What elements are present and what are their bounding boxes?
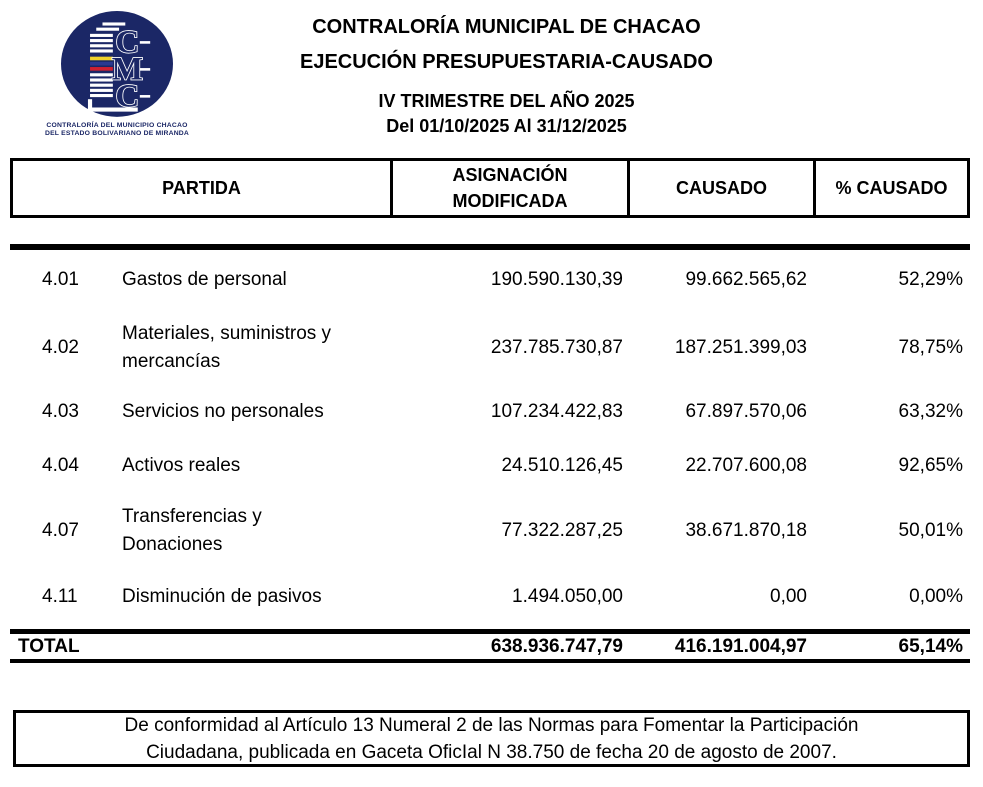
partida-code: 4.02	[42, 336, 79, 358]
asignacion-value: 77.322.287,25	[501, 519, 623, 541]
partida-code: 4.01	[42, 269, 79, 290]
pct-causado-value: 50,01%	[898, 519, 963, 541]
pct-causado-value: 63,32%	[898, 400, 963, 422]
logo-caption-line2: DEL ESTADO BOLIVARIANO DE MIRANDA	[44, 130, 190, 137]
total-label: TOTAL	[18, 635, 80, 657]
divider-below-header	[10, 244, 970, 250]
causado-value: 22.707.600,08	[685, 454, 807, 476]
legal-note-line1: De conformidad al Artículo 13 Numeral 2 …	[124, 714, 859, 736]
causado-value: 67.897.570,06	[685, 400, 807, 422]
partida-code: 4.11	[42, 585, 78, 607]
pct-causado-value: 92,65%	[898, 454, 963, 476]
causado-value: 38.671.870,18	[685, 519, 807, 541]
partida-name: Disminución de pasivos	[122, 585, 322, 607]
total-causado: 416.191.004,97	[674, 635, 807, 657]
asignacion-value: 190.590.130,39	[490, 269, 623, 290]
logo-letter-c2: C	[115, 77, 139, 114]
table-row: 4.07 Transferencias y Donaciones 77.322.…	[10, 493, 970, 568]
cmc-seal-icon: C M C	[61, 11, 173, 117]
logo-caption-line1: CONTRALORÍA DEL MUNICIPIO CHACAO	[46, 122, 188, 129]
causado-value: 187.251.399,03	[674, 336, 807, 358]
pct-causado-value: 78,75%	[898, 336, 963, 358]
table-row: 4.01 Gastos de personal 190.590.130,39 9…	[10, 250, 970, 310]
asignacion-value: 107.234.422,83	[490, 400, 623, 422]
column-header-pct-causado: % CAUSADO	[813, 161, 967, 215]
asignacion-value: 1.494.050,00	[512, 585, 623, 607]
table-row: 4.04 Activos reales 24.510.126,45 22.707…	[10, 438, 970, 493]
partida-name: Activos reales	[122, 454, 241, 476]
partida-name: Transferencias y Donaciones	[122, 505, 262, 555]
partida-name: Materiales, suministros y mercancías	[122, 322, 332, 372]
divider-below-total	[10, 659, 970, 663]
logo-letter-m: M	[112, 50, 143, 87]
partida-name: Gastos de personal	[122, 269, 287, 290]
logo-letter-c1: C	[115, 24, 139, 61]
table-header: PARTIDA ASIGNACIÓN MODIFICADA CAUSADO % …	[10, 158, 970, 218]
report-period: IV TRIMESTRE DEL AÑO 2025	[378, 91, 635, 111]
divider-above-total	[10, 629, 970, 634]
organization-logo: C M C CONTRALORÍA DEL MUNICIPIO CHACAO D…	[22, 10, 212, 138]
partida-code: 4.03	[42, 400, 79, 422]
causado-value: 99.662.565,62	[685, 269, 807, 290]
causado-value: 0,00	[770, 585, 807, 607]
table-row: 4.03 Servicios no personales 107.234.422…	[10, 385, 970, 438]
asignacion-value: 24.510.126,45	[501, 454, 623, 476]
total-row: TOTAL 638.936.747,79 416.191.004,97 65,1…	[10, 634, 970, 659]
report-title-block: CONTRALORÍA MUNICIPAL DE CHACAO EJECUCIÓ…	[0, 14, 983, 138]
legal-note-line2: Ciudadana, publicada en Gaceta OficIal N…	[146, 741, 837, 763]
pct-causado-value: 0,00%	[909, 585, 963, 607]
legal-note-box: De conformidad al Artículo 13 Numeral 2 …	[13, 710, 970, 767]
asignacion-value: 237.785.730,87	[490, 336, 623, 358]
total-asignacion: 638.936.747,79	[490, 635, 623, 657]
partida-name: Servicios no personales	[122, 400, 324, 422]
pct-causado-value: 52,29%	[898, 269, 963, 290]
partida-code: 4.07	[42, 519, 79, 541]
column-header-asignacion-modificada: ASIGNACIÓN MODIFICADA	[390, 161, 627, 215]
table-row: 4.11 Disminución de pasivos 1.494.050,00…	[10, 568, 970, 625]
column-header-causado: CAUSADO	[627, 161, 813, 215]
table-row: 4.02 Materiales, suministros y mercancía…	[10, 310, 970, 385]
org-title: CONTRALORÍA MUNICIPAL DE CHACAO	[312, 16, 701, 38]
total-pct-causado: 65,14%	[898, 635, 963, 657]
report-title: EJECUCIÓN PRESUPUESTARIA-CAUSADO	[299, 51, 713, 73]
partida-code: 4.04	[42, 454, 79, 476]
column-header-partida: PARTIDA	[162, 178, 241, 198]
table-body: 4.01 Gastos de personal 190.590.130,39 9…	[10, 250, 970, 625]
report-date-range: Del 01/10/2025 Al 31/12/2025	[386, 116, 627, 136]
